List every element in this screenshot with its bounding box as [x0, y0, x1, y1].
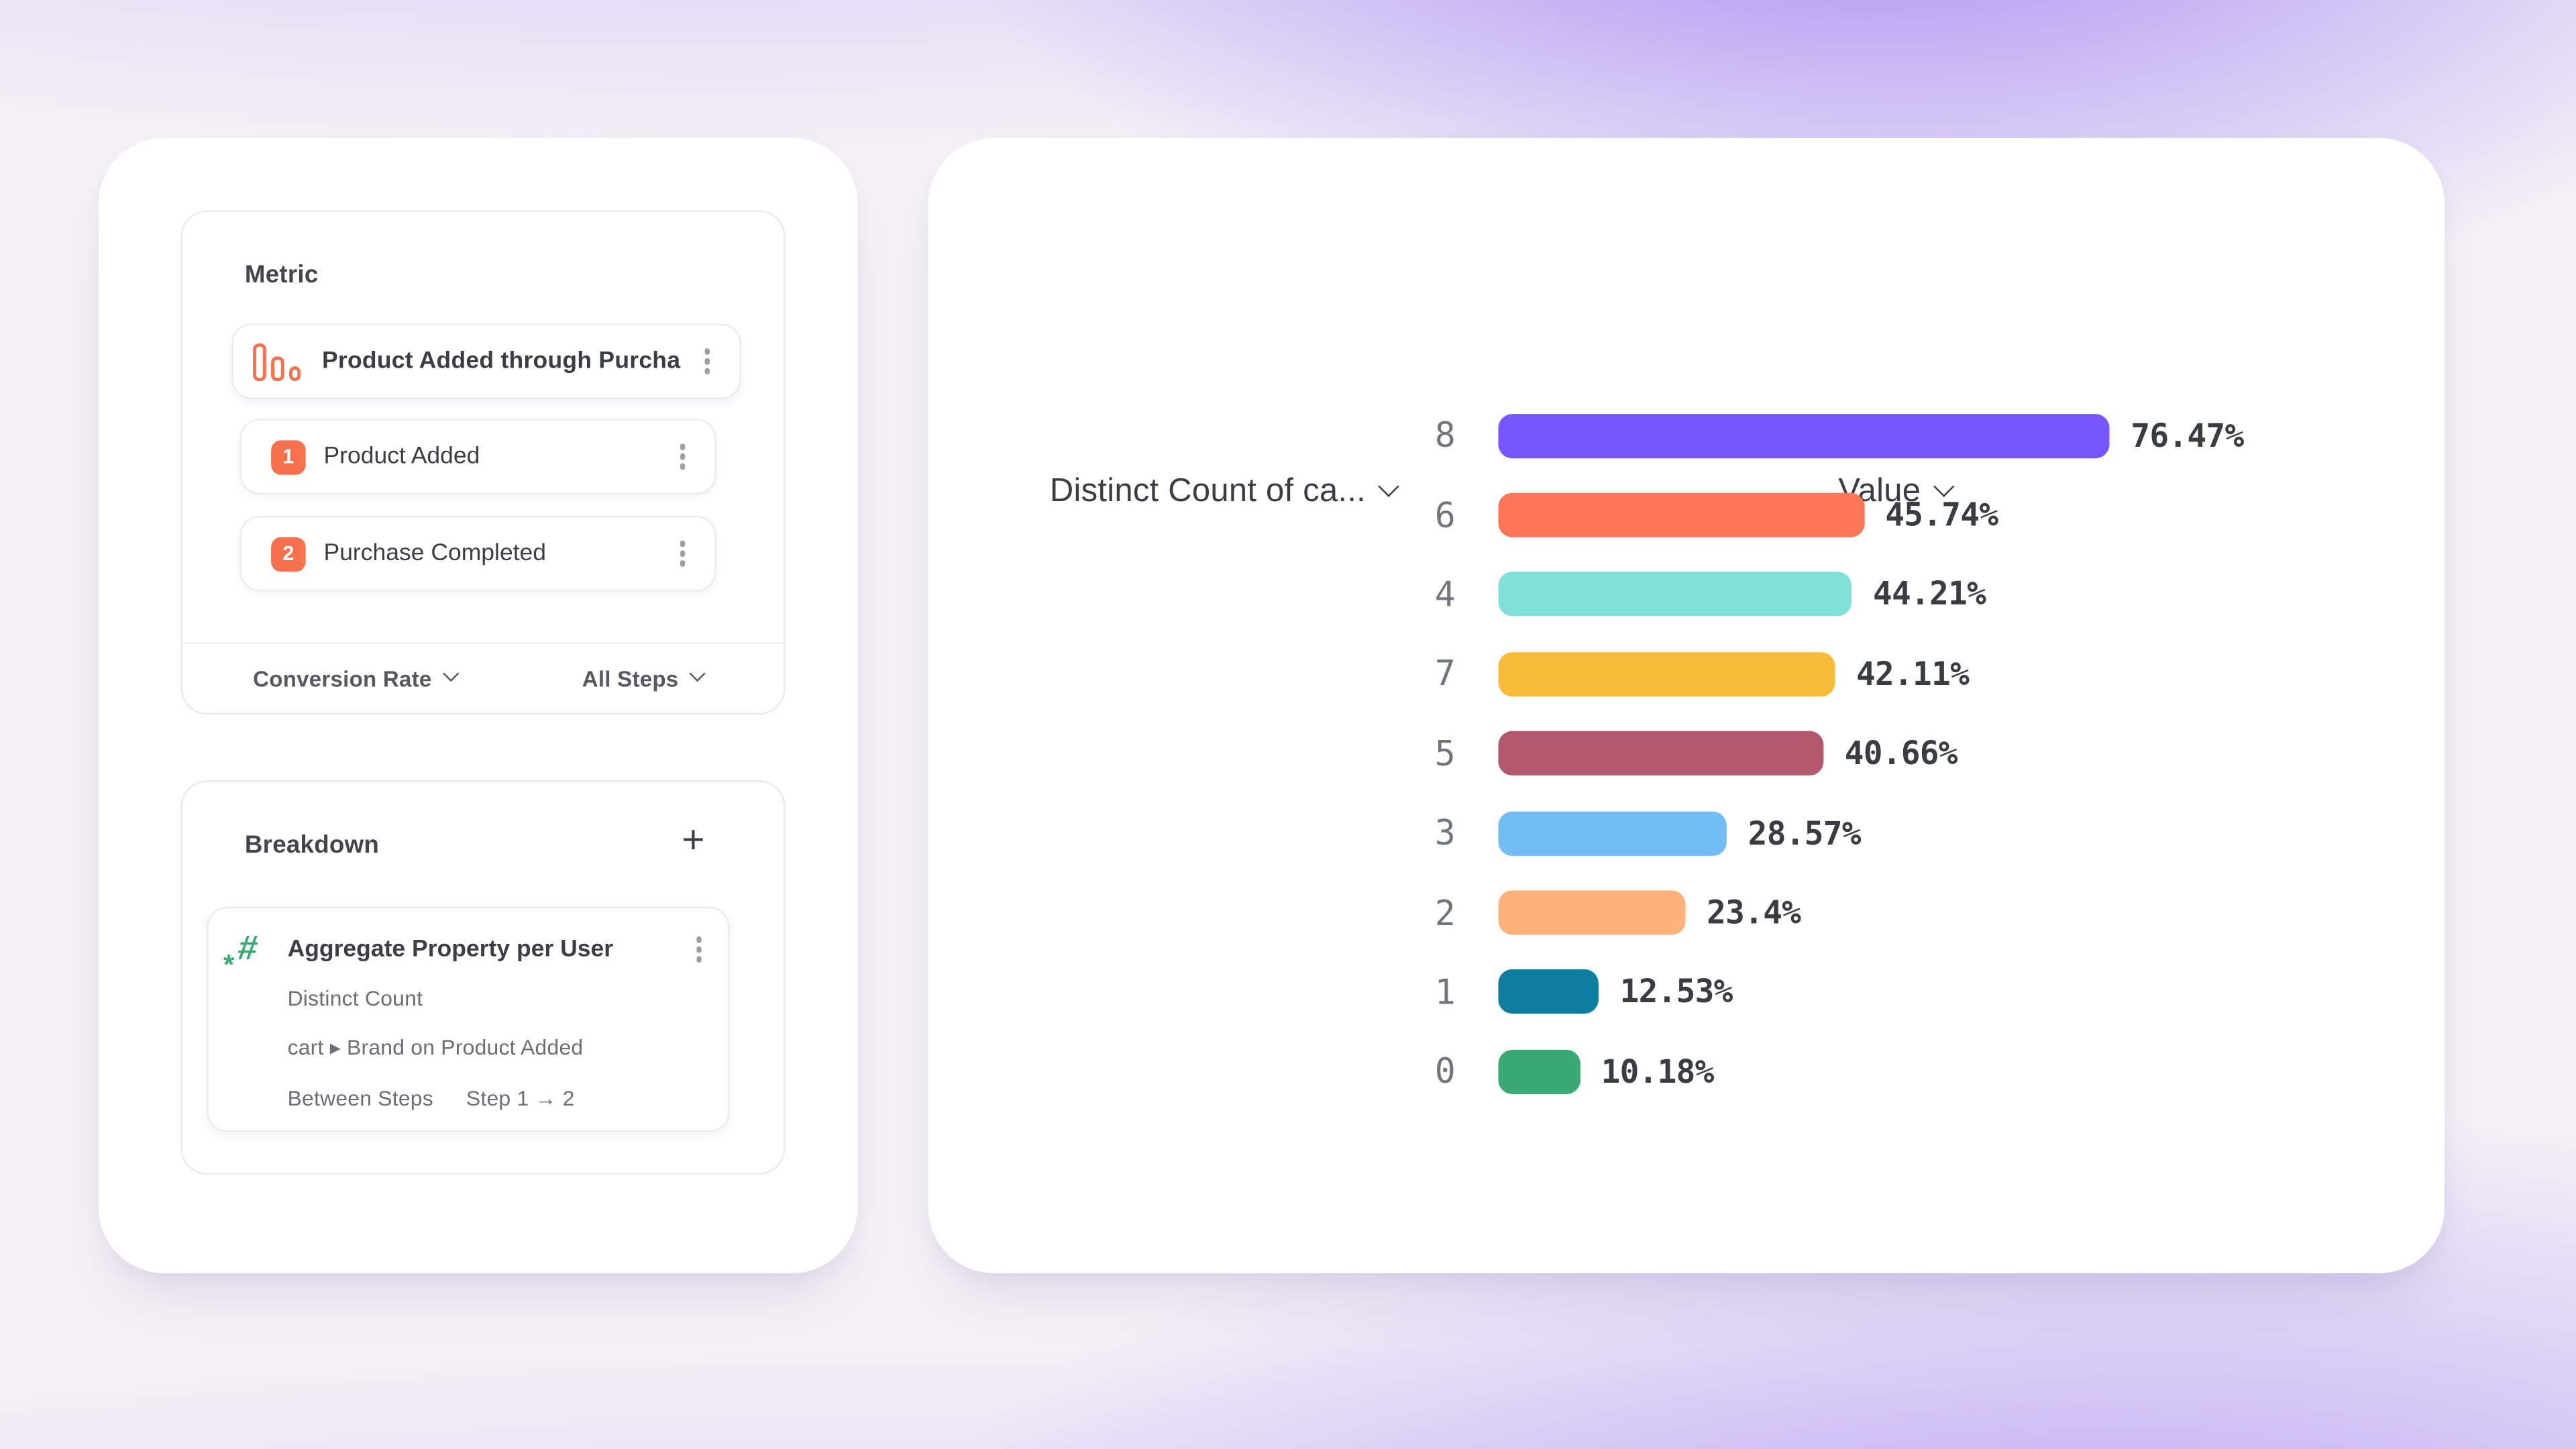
chart-row: 8 76.47%: [928, 396, 2445, 476]
bar[interactable]: [1498, 651, 1835, 697]
bar[interactable]: [1498, 413, 2110, 458]
query-builder-card: Metric Product Added through Purcha... 1…: [98, 138, 858, 1273]
bar-value-label: 45.74%: [1885, 496, 1998, 535]
column-header-breakdown-label: Distinct Count of ca...: [1049, 473, 1366, 510]
bar-category-label: 2: [1434, 893, 1456, 932]
metric-panel: Metric Product Added through Purcha... 1…: [180, 210, 786, 728]
chevron-down-icon: [689, 665, 706, 682]
bar-category-label: 3: [1434, 813, 1456, 853]
kebab-menu-icon[interactable]: [690, 930, 708, 969]
chart-row: 5 40.66%: [928, 714, 2445, 794]
conversion-rate-dropdown[interactable]: Conversion Rate: [253, 665, 459, 691]
chart-row: 6 45.74%: [928, 476, 2445, 555]
bar-category-label: 5: [1434, 734, 1456, 773]
metric-section-title: Metric: [244, 261, 319, 290]
panel-divider: [182, 642, 784, 645]
bar[interactable]: [1498, 731, 1823, 776]
funnel-step-row-1[interactable]: 1 Product Added: [239, 419, 716, 495]
bar-value-label: 40.66%: [1844, 735, 1958, 773]
bar-value-label: 12.53%: [1619, 973, 1733, 1012]
breakdown-item-card[interactable]: # * Aggregate Property per User Distinct …: [207, 906, 730, 1132]
chart-row: 7 42.11%: [928, 635, 2445, 714]
chevron-down-icon: [442, 665, 459, 682]
bar-value-label: 76.47%: [2131, 417, 2244, 455]
bar-chart-icon: [253, 342, 301, 380]
chart-rows: 8 76.47% 6 45.74% 4 44.21% 7 42.11% 5 40…: [928, 396, 2445, 1112]
bar-value-label: 44.21%: [1873, 576, 1986, 614]
conversion-rate-label: Conversion Rate: [253, 666, 432, 691]
bar-category-label: 4: [1434, 575, 1456, 614]
chart-row: 2 23.4%: [928, 873, 2445, 953]
chart-row: 3 28.57%: [928, 794, 2445, 873]
all-steps-label: All Steps: [582, 666, 679, 691]
breakdown-item-header: # * Aggregate Property per User: [209, 928, 708, 981]
bar-category-label: 8: [1434, 416, 1456, 455]
chart-row: 4 44.21%: [928, 555, 2445, 635]
step-1-label: Product Added: [323, 443, 480, 470]
breakdown-between-steps-row: Between Steps Step 1 → 2: [288, 1086, 575, 1111]
funnel-metric-row[interactable]: Product Added through Purcha...: [231, 323, 741, 400]
bar-value-label: 10.18%: [1601, 1053, 1715, 1091]
chart-row: 1 12.53%: [928, 953, 2445, 1032]
all-steps-dropdown[interactable]: All Steps: [582, 665, 706, 691]
bar[interactable]: [1498, 810, 1727, 856]
step-2-label: Purchase Completed: [323, 540, 547, 567]
chart-row: 0 10.18%: [928, 1032, 2445, 1112]
bar-category-label: 0: [1434, 1052, 1456, 1091]
step-1-badge: 1: [271, 439, 306, 474]
bar-category-label: 7: [1434, 654, 1456, 694]
bar[interactable]: [1498, 969, 1599, 1015]
funnel-step-row-2[interactable]: 2 Purchase Completed: [239, 515, 716, 592]
bar[interactable]: [1498, 1049, 1580, 1094]
bar-value-label: 28.57%: [1748, 814, 1862, 853]
column-header-breakdown[interactable]: Distinct Count of ca...: [1049, 473, 1399, 511]
bar-category-label: 1: [1434, 972, 1456, 1012]
breakdown-item-title: Aggregate Property per User: [287, 936, 614, 963]
bar-category-label: 6: [1434, 495, 1456, 535]
bar[interactable]: [1498, 572, 1852, 617]
step-2-badge: 2: [271, 536, 306, 572]
hash-asterisk-icon: # *: [223, 930, 261, 981]
funnel-metric-label: Product Added through Purcha...: [322, 348, 682, 375]
between-steps-value: Step 1 → 2: [466, 1085, 575, 1111]
bar[interactable]: [1498, 492, 1864, 538]
breakdown-section-title: Breakdown: [244, 831, 380, 859]
chart-card: Distinct Count of ca... Value 8 76.47% 6…: [928, 138, 2445, 1273]
breakdown-aggregation-label: Distinct Count: [287, 985, 423, 1011]
kebab-menu-icon[interactable]: [673, 535, 692, 573]
bar[interactable]: [1498, 890, 1686, 935]
kebab-menu-icon[interactable]: [673, 437, 692, 476]
kebab-menu-icon[interactable]: [698, 342, 716, 380]
metric-panel-footer: Conversion Rate All Steps: [182, 644, 784, 713]
breakdown-property-label: cart ▸ Brand on Product Added: [287, 1034, 584, 1060]
breakdown-panel: Breakdown + # * Aggregate Property per Us…: [180, 780, 786, 1175]
add-breakdown-button[interactable]: +: [682, 818, 705, 863]
between-steps-label: Between Steps: [287, 1085, 433, 1111]
bar-value-label: 42.11%: [1856, 655, 1970, 694]
bar-value-label: 23.4%: [1707, 894, 1801, 932]
